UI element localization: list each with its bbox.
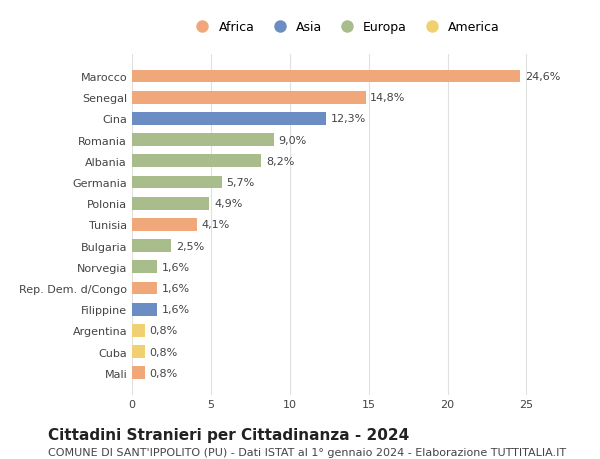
- Bar: [132, 155, 262, 168]
- Bar: [132, 367, 145, 379]
- Text: 4,9%: 4,9%: [214, 199, 242, 209]
- Text: 1,6%: 1,6%: [162, 304, 190, 314]
- Bar: [132, 346, 145, 358]
- Text: Cittadini Stranieri per Cittadinanza - 2024: Cittadini Stranieri per Cittadinanza - 2…: [48, 427, 409, 442]
- Bar: [132, 92, 365, 104]
- Text: 1,6%: 1,6%: [162, 283, 190, 293]
- Bar: [132, 303, 157, 316]
- Bar: [132, 134, 274, 147]
- Text: 24,6%: 24,6%: [525, 72, 560, 82]
- Text: 12,3%: 12,3%: [331, 114, 366, 124]
- Legend: Africa, Asia, Europa, America: Africa, Asia, Europa, America: [186, 17, 504, 38]
- Bar: [132, 218, 197, 231]
- Text: 1,6%: 1,6%: [162, 262, 190, 272]
- Text: 0,8%: 0,8%: [149, 326, 178, 336]
- Text: 2,5%: 2,5%: [176, 241, 205, 251]
- Text: 8,2%: 8,2%: [266, 157, 295, 167]
- Bar: [132, 113, 326, 125]
- Bar: [132, 325, 145, 337]
- Bar: [132, 176, 222, 189]
- Text: 0,8%: 0,8%: [149, 347, 178, 357]
- Bar: [132, 240, 172, 252]
- Text: 4,1%: 4,1%: [202, 220, 230, 230]
- Text: 0,8%: 0,8%: [149, 368, 178, 378]
- Text: 5,7%: 5,7%: [227, 178, 255, 188]
- Text: 9,0%: 9,0%: [279, 135, 307, 146]
- Bar: [132, 261, 157, 274]
- Bar: [132, 197, 209, 210]
- Bar: [132, 71, 520, 83]
- Text: 14,8%: 14,8%: [370, 93, 406, 103]
- Text: COMUNE DI SANT'IPPOLITO (PU) - Dati ISTAT al 1° gennaio 2024 - Elaborazione TUTT: COMUNE DI SANT'IPPOLITO (PU) - Dati ISTA…: [48, 448, 566, 458]
- Bar: [132, 282, 157, 295]
